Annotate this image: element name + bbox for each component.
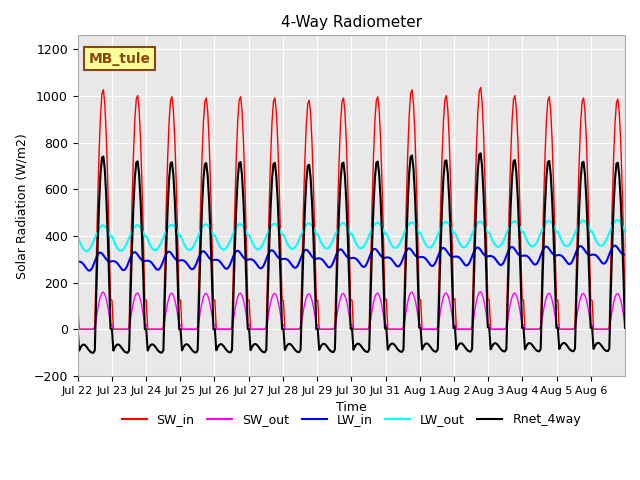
LW_in xyxy=(356,262,364,267)
Rnet_4way xyxy=(74,326,81,332)
SW_out xyxy=(76,326,83,332)
SW_out xyxy=(111,326,118,332)
LW_out xyxy=(74,234,81,240)
SW_out xyxy=(621,322,629,328)
Y-axis label: Solar Radiation (W/m2): Solar Radiation (W/m2) xyxy=(15,133,28,278)
LW_out xyxy=(83,248,90,254)
SW_in xyxy=(76,326,83,332)
SW_out xyxy=(477,289,484,295)
LW_out xyxy=(614,217,621,223)
Title: 4-Way Radiometer: 4-Way Radiometer xyxy=(281,15,422,30)
LW_out xyxy=(111,240,118,246)
SW_out xyxy=(356,326,364,332)
Line: SW_out: SW_out xyxy=(77,292,625,329)
LW_in xyxy=(85,268,93,274)
Legend: SW_in, SW_out, LW_in, LW_out, Rnet_4way: SW_in, SW_out, LW_in, LW_out, Rnet_4way xyxy=(116,408,586,431)
LW_in xyxy=(465,260,473,266)
LW_out xyxy=(620,225,627,231)
LW_in xyxy=(611,243,619,249)
Rnet_4way xyxy=(621,325,629,331)
Line: SW_in: SW_in xyxy=(77,87,625,329)
LW_in xyxy=(547,248,554,254)
Rnet_4way xyxy=(620,277,627,283)
Rnet_4way xyxy=(90,350,97,356)
SW_out xyxy=(74,322,81,327)
Text: MB_tule: MB_tule xyxy=(88,51,150,66)
SW_in xyxy=(621,298,629,303)
SW_in xyxy=(465,326,473,332)
Line: LW_out: LW_out xyxy=(77,220,625,251)
X-axis label: Time: Time xyxy=(336,401,367,414)
SW_in xyxy=(477,84,484,90)
SW_out xyxy=(620,312,627,318)
SW_in xyxy=(111,326,118,332)
LW_out xyxy=(547,219,554,225)
LW_in xyxy=(94,252,102,258)
SW_out xyxy=(548,297,556,303)
SW_out xyxy=(94,307,102,312)
LW_in xyxy=(74,259,81,264)
SW_in xyxy=(74,296,81,302)
LW_out xyxy=(465,238,473,244)
Rnet_4way xyxy=(465,348,473,354)
Rnet_4way xyxy=(111,345,118,350)
SW_out xyxy=(465,326,473,332)
SW_in xyxy=(620,237,627,242)
SW_in xyxy=(356,326,364,332)
LW_out xyxy=(356,245,364,251)
LW_in xyxy=(111,259,118,264)
Rnet_4way xyxy=(94,242,102,248)
Rnet_4way xyxy=(356,343,364,348)
SW_in xyxy=(548,137,556,143)
LW_out xyxy=(621,228,629,234)
Rnet_4way xyxy=(477,150,484,156)
Line: LW_in: LW_in xyxy=(77,246,625,271)
LW_in xyxy=(620,252,627,257)
LW_out xyxy=(94,228,102,234)
SW_in xyxy=(94,199,102,205)
Line: Rnet_4way: Rnet_4way xyxy=(77,153,625,353)
LW_in xyxy=(621,252,629,257)
Rnet_4way xyxy=(548,196,556,202)
